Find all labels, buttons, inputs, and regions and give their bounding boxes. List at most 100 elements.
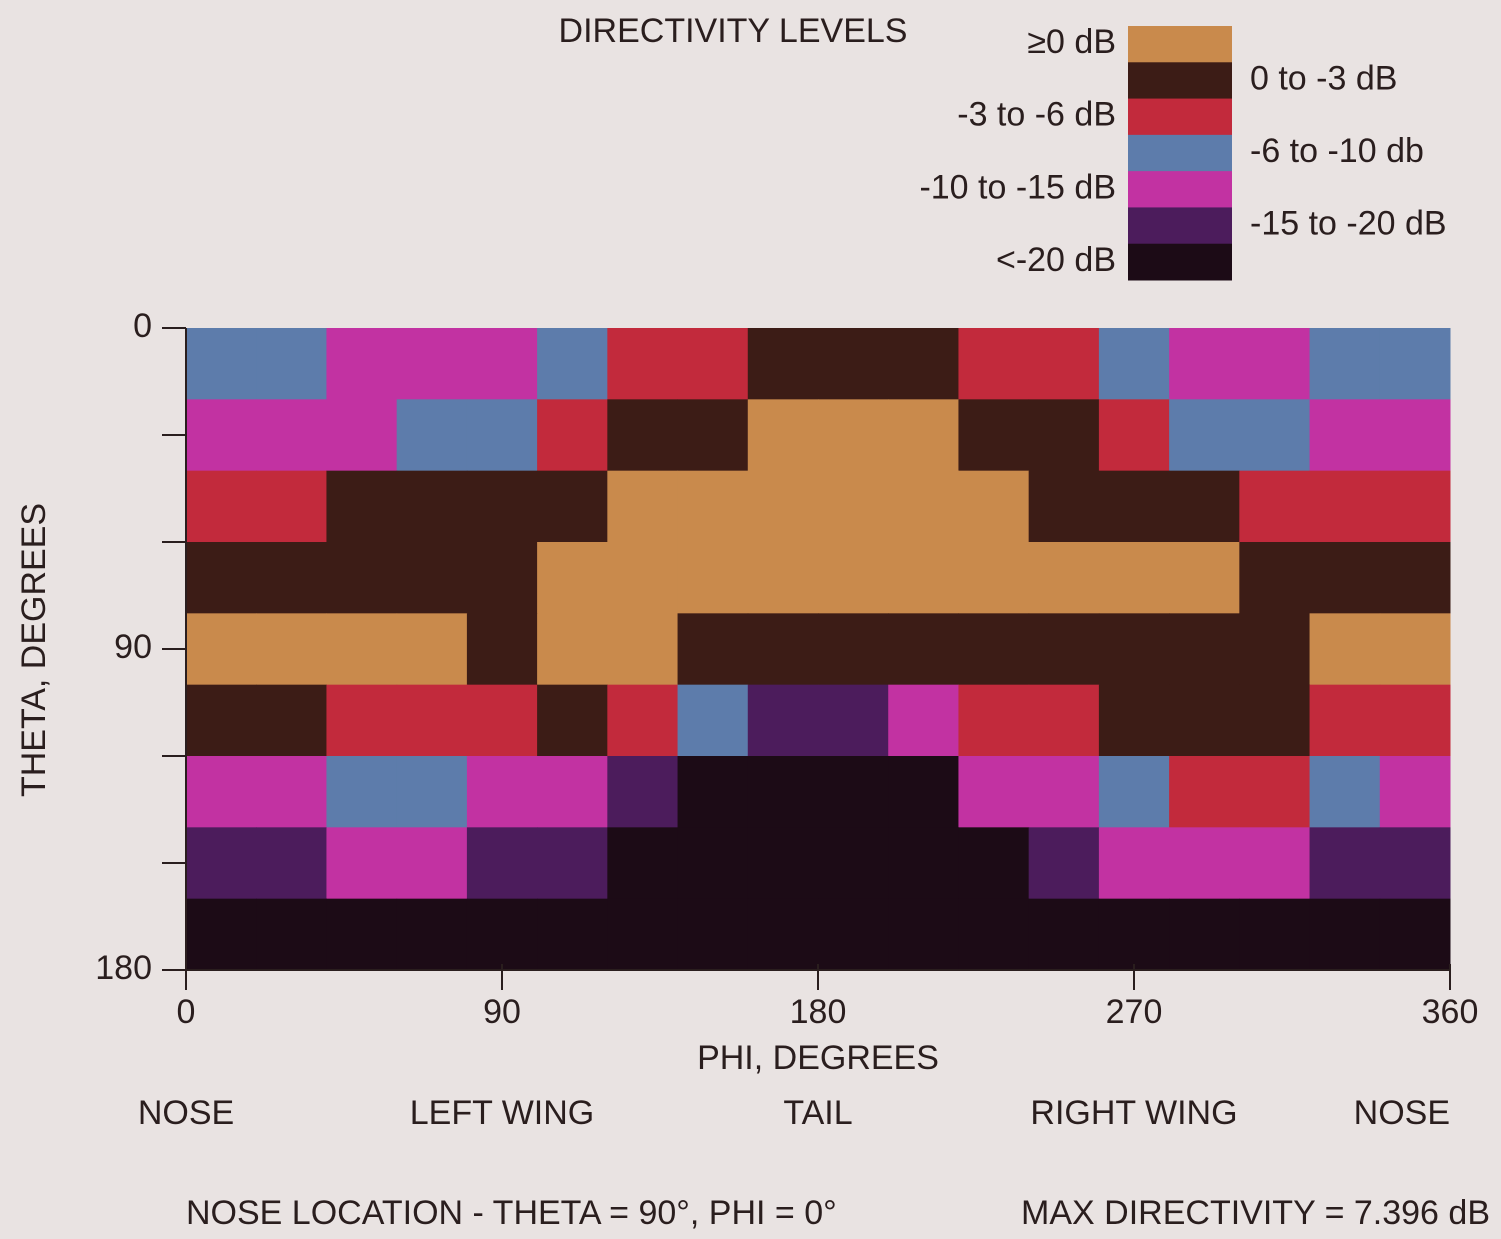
region-label: NOSE [1354,1094,1450,1132]
heat-cell [186,684,257,757]
heat-cell [326,898,398,971]
x-tick-label: 180 [790,993,847,1031]
heat-cell [186,328,257,400]
heat-cell [1169,684,1240,757]
heat-cell [888,399,959,472]
heat-cell [888,613,959,686]
heat-cell [1379,613,1451,686]
heat-cell [466,328,538,400]
heat-cell [888,328,959,400]
heat-cell [537,756,608,828]
region-label: NOSE [138,1094,234,1132]
legend-label: ≥0 dB [1027,23,1116,61]
heat-cell [326,613,398,686]
heat-cell [747,613,819,686]
heat-cell [1309,542,1381,614]
heat-cell [1028,328,1100,400]
legend-swatch [1128,134,1232,172]
heat-cell [958,328,1030,400]
heat-cell [747,827,819,900]
heat-cell [1379,328,1451,400]
heat-cell [396,399,468,472]
heat-cell [326,684,398,757]
heat-cell [1098,684,1170,757]
heat-cell [1169,542,1240,614]
heat-cell [466,827,538,900]
heat-cell [396,898,468,971]
heat-cell [1379,542,1451,614]
heat-cell [186,756,257,828]
heat-cell [1379,756,1451,828]
heat-cell [1239,898,1311,971]
heat-cell [1098,827,1170,900]
x-axis-title: PHI, DEGREES [697,1039,939,1077]
heat-cell [818,542,889,614]
heat-cell [747,399,819,472]
heat-cell [958,542,1030,614]
heat-cell [1309,827,1381,900]
heat-cell [1379,898,1451,971]
heat-cell [677,399,749,472]
heat-cell [1309,613,1381,686]
y-tick-label: 180 [95,949,152,987]
heat-cell [466,470,538,543]
heat-cell [256,684,327,757]
heat-cell [1028,756,1100,828]
heat-cell [1028,470,1100,543]
heat-cell [1098,399,1170,472]
heat-cell [537,613,608,686]
heat-cell [677,470,749,543]
heat-cell [1169,328,1240,400]
heat-cell [888,470,959,543]
heat-cell [1239,613,1311,686]
heat-cell [818,399,889,472]
heat-cell [186,898,257,971]
heat-cell [1098,328,1170,400]
heat-cell [677,756,749,828]
heat-cell [466,898,538,971]
heat-cell [256,827,327,900]
y-axis-title: THETA, DEGREES [15,503,53,797]
legend-swatch [1128,98,1232,136]
heat-cell [677,613,749,686]
heat-cell [1098,542,1170,614]
region-label: TAIL [783,1094,852,1132]
heat-cell [1169,613,1240,686]
heat-cell [607,827,679,900]
heat-cell [466,399,538,472]
heat-cell [396,328,468,400]
heat-cell [958,827,1030,900]
legend-swatch [1128,243,1232,281]
heat-cell [396,470,468,543]
heat-cell [1028,827,1100,900]
heat-cell [186,542,257,614]
heat-cell [888,756,959,828]
heat-cell [747,756,819,828]
legend-swatch [1128,62,1232,100]
heat-cell [1239,399,1311,472]
heat-cell [1379,399,1451,472]
heat-cell [888,684,959,757]
heat-cell [256,399,327,472]
heat-cell [1309,399,1381,472]
heat-cell [1028,542,1100,614]
heat-cell [326,470,398,543]
heat-cell [818,613,889,686]
heat-cell [818,684,889,757]
heat-cell [607,613,679,686]
heat-cell [396,827,468,900]
heat-cell [466,613,538,686]
legend-label: -15 to -20 dB [1250,205,1447,243]
heat-cell [1028,399,1100,472]
heat-cell [537,399,608,472]
heat-cell [537,542,608,614]
legend-swatch [1128,26,1232,63]
heat-cell [537,898,608,971]
heat-cell [607,470,679,543]
heat-cell [256,613,327,686]
heat-cell [326,827,398,900]
heat-cell [186,399,257,472]
heat-cell [1309,470,1381,543]
y-tick-label: 0 [133,307,152,345]
heat-cell [1028,684,1100,757]
